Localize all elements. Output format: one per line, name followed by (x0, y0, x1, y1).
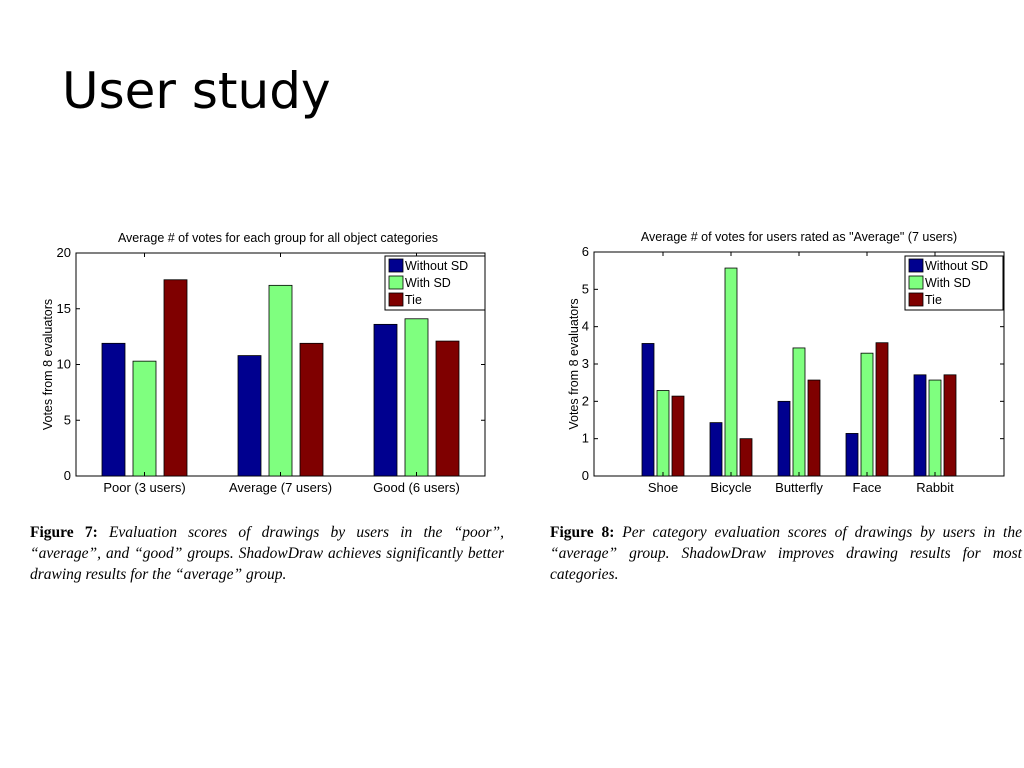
figure-7-text: Evaluation scores of drawings by users i… (30, 524, 505, 583)
y-axis-label: Votes from 8 evaluators (41, 299, 55, 430)
bar-with-sd-average (268, 284, 293, 477)
x-tick-label: Face (853, 480, 882, 495)
bar-with-sd-bicycle (724, 267, 738, 477)
legend-label-without-sd: Without SD (925, 259, 988, 273)
x-tick-label: Bicycle (710, 480, 751, 495)
y-tick-label: 0 (582, 468, 589, 483)
figure-8-caption: Figure 8: Per category evaluation scores… (550, 522, 1022, 585)
chart-title: Average # of votes for each group for al… (118, 231, 438, 245)
legend-label-tie: Tie (925, 293, 942, 307)
x-tick-label: Poor (3 users) (103, 480, 185, 495)
figure-7-caption: Figure 7: Evaluation scores of drawings … (30, 522, 504, 585)
legend-swatch-without-sd (388, 258, 404, 273)
legend-swatch-with-sd (388, 275, 404, 290)
figure-8-label: Figure 8: (550, 524, 615, 541)
y-tick-label: 15 (57, 301, 71, 316)
chart-votes-by-group: 0 5 10 15 20 Poor (3 users) Average (7 users) G… (41, 231, 486, 495)
x-tick-label: Good (6 users) (373, 480, 460, 495)
legend-label-tie: Tie (405, 293, 422, 307)
legend-swatch-tie (388, 292, 404, 307)
bar-without-sd-shoe (641, 343, 655, 477)
x-tick-label: Average (7 users) (229, 480, 332, 495)
y-tick-label: 4 (582, 319, 589, 334)
y-axis-label: Votes from 8 evaluators (567, 298, 581, 429)
bar-with-sd-butterfly (792, 347, 806, 477)
bar-without-sd-good (373, 323, 398, 477)
bar-without-sd-butterfly (777, 400, 791, 477)
bar-tie-rabbit (943, 374, 957, 477)
bar-without-sd-face (845, 433, 859, 477)
slide-title: User study (62, 62, 331, 120)
bar-without-sd-poor (101, 342, 126, 477)
bar-without-sd-bicycle (709, 422, 723, 477)
figure-8-text: Per category evaluation scores of drawin… (550, 524, 1022, 583)
bar-with-sd-poor (132, 360, 157, 477)
bar-tie-shoe (671, 395, 685, 477)
bar-tie-butterfly (807, 379, 821, 477)
legend-label-without-sd: Without SD (405, 259, 468, 273)
y-tick-label: 20 (57, 245, 71, 260)
y-tick-label: 3 (582, 356, 589, 371)
legend-swatch-without-sd (908, 258, 924, 273)
y-tick-label: 0 (64, 468, 71, 483)
legend-label-with-sd: With SD (405, 276, 451, 290)
bar-with-sd-face (860, 352, 874, 477)
y-tick-label: 1 (582, 431, 589, 446)
bar-tie-good (435, 340, 460, 477)
x-tick-label: Butterfly (775, 480, 823, 495)
chart-title: Average # of votes for users rated as "A… (641, 230, 957, 244)
y-tick-label: 6 (582, 244, 589, 259)
figure-7-label: Figure 7: (30, 524, 98, 541)
bar-without-sd-average (237, 355, 262, 477)
bar-with-sd-good (404, 318, 429, 477)
bar-tie-face (875, 342, 889, 477)
y-tick-label: 5 (582, 281, 589, 296)
bar-tie-average (299, 342, 324, 477)
x-tick-label: Rabbit (916, 480, 954, 495)
legend-swatch-tie (908, 292, 924, 307)
y-tick-label: 2 (582, 393, 589, 408)
legend-swatch-with-sd (908, 275, 924, 290)
bar-tie-poor (163, 279, 188, 477)
bar-tie-bicycle (739, 438, 753, 477)
x-tick-label: Shoe (648, 480, 678, 495)
legend-label-with-sd: With SD (925, 276, 971, 290)
chart-votes-by-category: 0 1 2 3 4 5 6 Shoe Bicycle Butterfly Face Rabbit Ave… (567, 230, 1005, 495)
y-tick-label: 5 (64, 412, 71, 427)
y-tick-label: 10 (57, 357, 71, 372)
bar-without-sd-rabbit (913, 374, 927, 477)
bar-with-sd-rabbit (928, 379, 942, 477)
bar-with-sd-shoe (656, 390, 670, 477)
